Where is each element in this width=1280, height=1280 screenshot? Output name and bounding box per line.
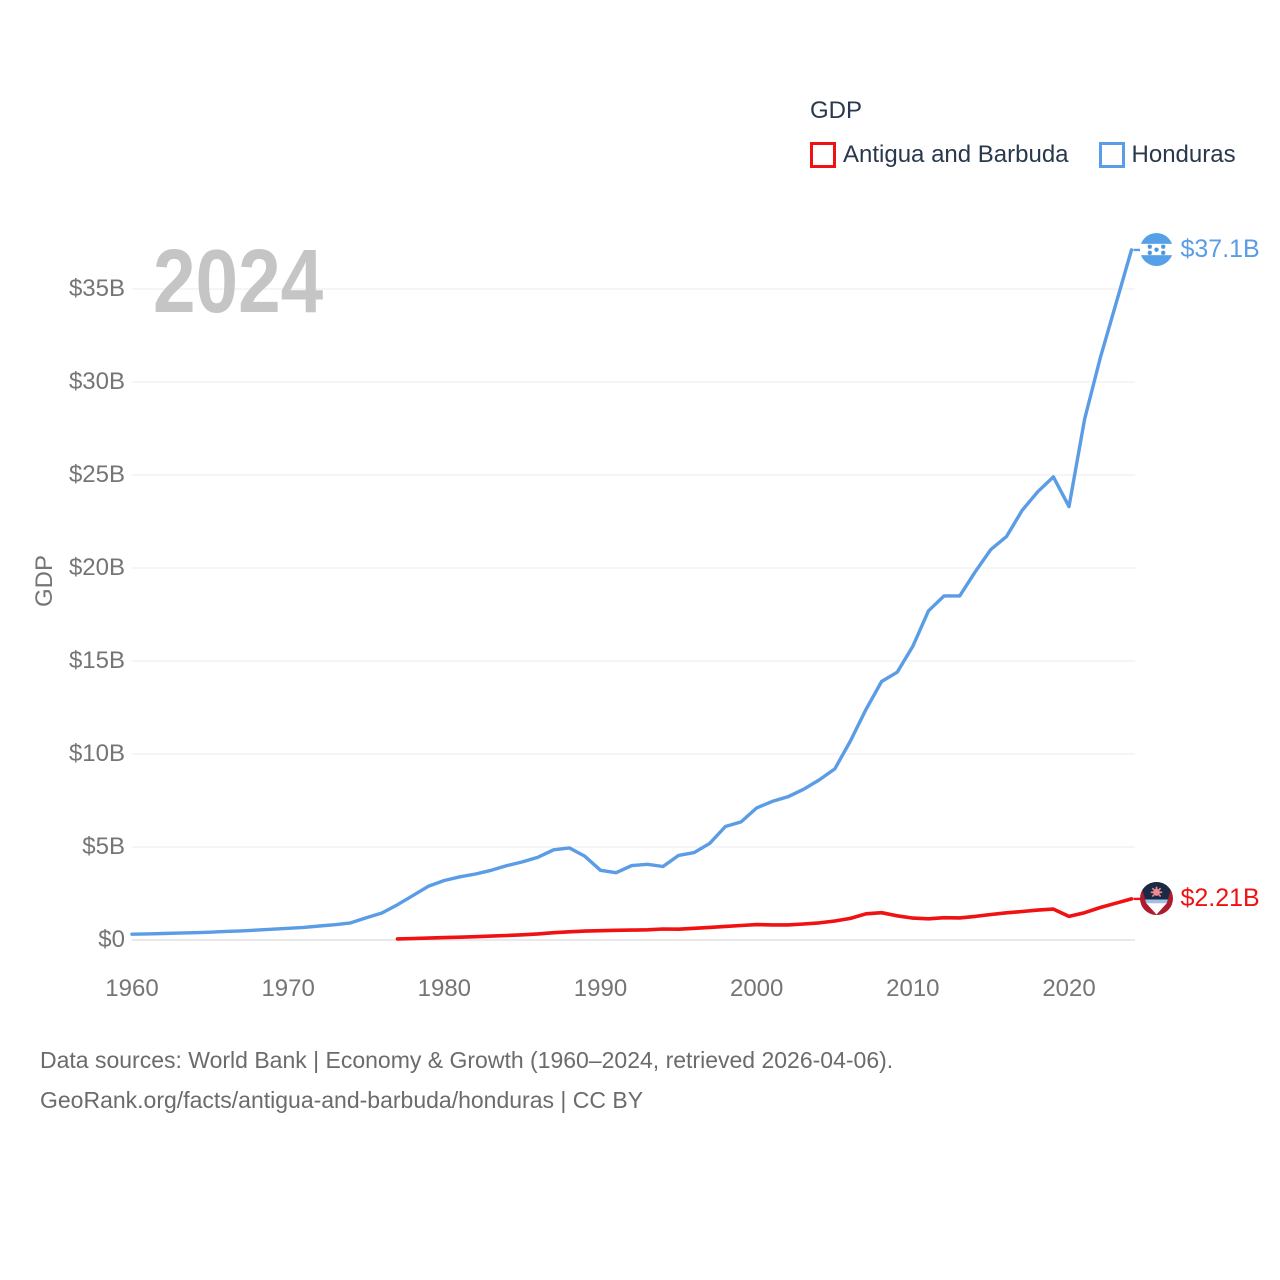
footer-attribution-line: GeoRank.org/facts/antigua-and-barbuda/ho… [40,1087,644,1113]
y-tick-label: $15B [68,647,125,674]
y-axis-title: GDP [31,555,58,608]
x-tick-label: 2010 [886,975,940,1002]
y-tick-label: $10B [68,740,125,767]
chart-legend: GDP Antigua and Barbuda Honduras [810,97,1236,169]
honduras-series-swatch-icon [1098,142,1125,168]
antigua-series-swatch-icon [810,142,836,168]
y-tick-label: $20B [68,554,125,581]
x-tick-label: 1970 [261,975,315,1002]
legend-label-honduras: Honduras [1131,141,1236,168]
x-tick-label: 1980 [417,975,472,1002]
footer-sources-line: Data sources: World Bank | Economy & Gro… [40,1047,894,1073]
y-tick-label: $5B [82,833,125,860]
watermark-year: 2024 [153,232,324,332]
antigua-and-barbuda-flag-icon [1140,881,1174,915]
y-tick-label: $30B [68,368,125,395]
legend-items: Antigua and Barbuda Honduras [810,141,1236,169]
honduras-end-value: $37.1B [1180,234,1260,263]
legend-label-antigua: Antigua and Barbuda [843,141,1069,168]
chart-canvas [130,248,1142,941]
x-tick-label: 2000 [729,975,784,1002]
legend-item-antigua-and-barbuda[interactable]: Antigua and Barbuda [810,141,1069,169]
antigua-end-value: $2.21B [1180,883,1260,912]
honduras-flag-icon [1140,232,1174,266]
x-tick-label: 2020 [1042,975,1096,1002]
antigua-end-label: $2.21B [1140,881,1260,915]
footer: Data sources: World Bank | Economy & Gro… [40,1040,893,1120]
y-tick-label: $0 [98,926,125,953]
legend-item-honduras[interactable]: Honduras [1098,141,1236,169]
x-tick-label: 1960 [105,975,159,1002]
y-tick-label: $25B [68,461,125,488]
y-tick-label: $35B [68,275,125,302]
legend-title: GDP [810,97,863,124]
honduras-end-label: $37.1B [1140,232,1260,266]
x-tick-label: 1990 [573,975,628,1002]
